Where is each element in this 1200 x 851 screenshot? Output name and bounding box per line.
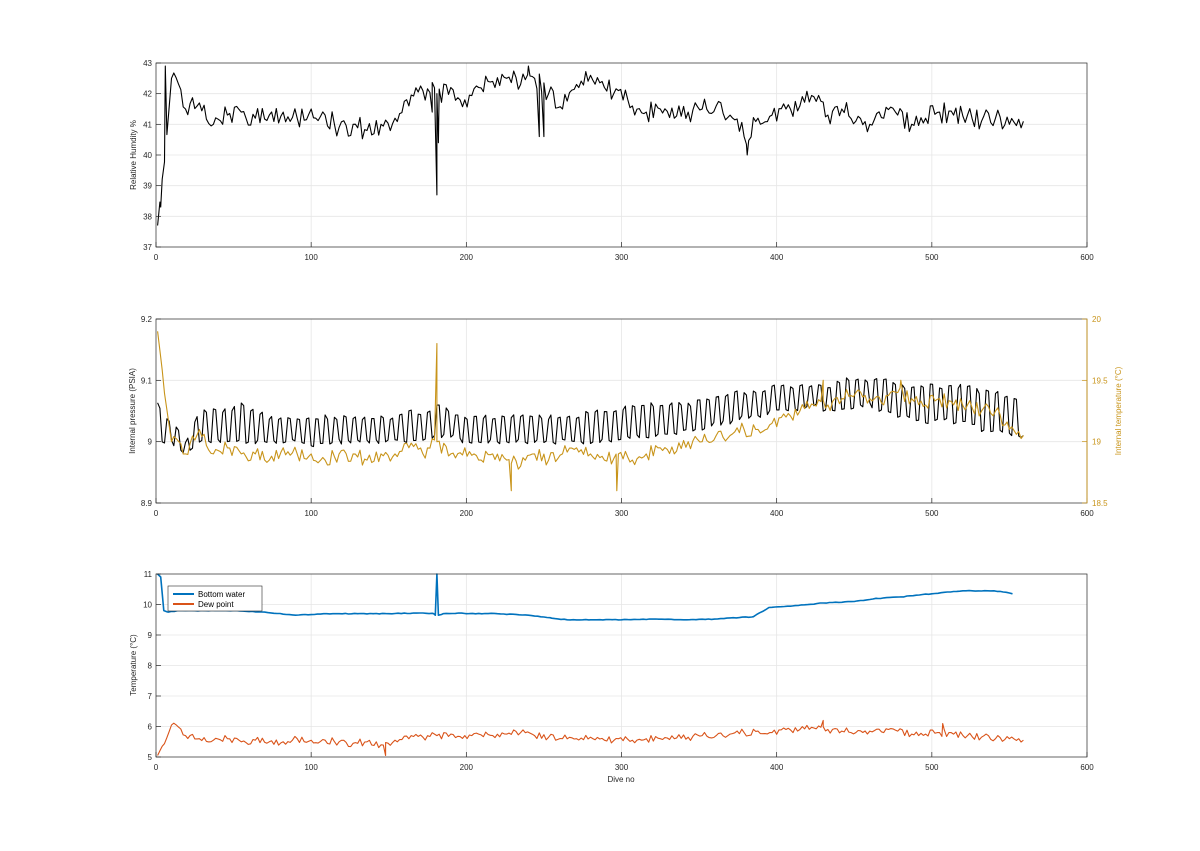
y-tick-label: 37 xyxy=(143,243,152,252)
legend-label-bottom-water: Bottom water xyxy=(198,590,245,599)
y-tick-label: 39 xyxy=(143,182,152,191)
y-tick-label: 8.9 xyxy=(141,499,153,508)
x-tick-label: 300 xyxy=(615,509,629,518)
right-y-tick-label: 18.5 xyxy=(1092,499,1108,508)
x-tick-label: 200 xyxy=(460,763,474,772)
x-tick-label: 500 xyxy=(925,763,939,772)
right-y-tick-label: 19.5 xyxy=(1092,376,1108,385)
x-tick-label: 200 xyxy=(460,253,474,262)
series-line-bottom xyxy=(157,573,1013,621)
y-tick-label: 9 xyxy=(148,438,153,447)
series-line-humidity xyxy=(157,65,1024,226)
x-tick-label: 600 xyxy=(1080,763,1094,772)
y-tick-label: 42 xyxy=(143,90,152,99)
y-tick-label: 43 xyxy=(143,59,152,68)
y-tick-label: 6 xyxy=(148,723,153,732)
x-tick-label: 200 xyxy=(460,509,474,518)
series-line-dew xyxy=(157,719,1024,757)
series-line-temperature xyxy=(157,331,1024,492)
series-layer xyxy=(157,331,1024,492)
temperature-y-axis-label: Temperature (°C) xyxy=(129,634,138,696)
y-tick-label: 40 xyxy=(143,151,152,160)
x-tick-label: 300 xyxy=(615,253,629,262)
y-tick-label: 9.2 xyxy=(141,315,153,324)
series-layer xyxy=(157,65,1024,226)
x-axis-label: Dive no xyxy=(607,775,635,784)
y-tick-label: 41 xyxy=(143,120,152,129)
y-tick-label: 9 xyxy=(148,631,153,640)
x-tick-label: 600 xyxy=(1080,253,1094,262)
series-layer xyxy=(157,573,1024,757)
pressure-temperature-chart: Internal pressure (PSIA) Internal temper… xyxy=(128,315,1123,518)
x-tick-label: 400 xyxy=(770,253,784,262)
x-tick-label: 400 xyxy=(770,509,784,518)
y-tick-label: 38 xyxy=(143,212,152,221)
grid xyxy=(156,63,1087,247)
x-tick-label: 600 xyxy=(1080,509,1094,518)
y-tick-label: 7 xyxy=(148,692,153,701)
y-tick-label: 10 xyxy=(143,601,152,610)
x-tick-label: 100 xyxy=(304,253,318,262)
temperature-chart: Temperature (°C) Dive no Bottom water De… xyxy=(129,570,1094,784)
x-tick-label: 400 xyxy=(770,763,784,772)
x-tick-label: 500 xyxy=(925,509,939,518)
x-tick-label: 500 xyxy=(925,253,939,262)
legend: Bottom water Dew point xyxy=(167,585,263,612)
grid xyxy=(156,574,1087,757)
x-tick-label: 0 xyxy=(154,253,159,262)
right-y-tick-label: 19 xyxy=(1092,438,1101,447)
pressure-y-axis-label: Internal pressure (PSIA) xyxy=(128,368,137,454)
legend-box xyxy=(167,585,263,612)
x-tick-label: 0 xyxy=(154,509,159,518)
x-tick-label: 300 xyxy=(615,763,629,772)
right-y-tick-label: 20 xyxy=(1092,315,1101,324)
y-tick-label: 9.1 xyxy=(141,376,153,385)
y-tick-label: 11 xyxy=(144,570,153,579)
x-tick-label: 0 xyxy=(154,763,159,772)
series-line-pressure xyxy=(157,377,1024,454)
x-tick-label: 100 xyxy=(304,509,318,518)
legend-label-dew-point: Dew point xyxy=(198,600,234,609)
y-tick-label: 5 xyxy=(148,753,153,762)
humidity-y-axis-label: Relative Humdity % xyxy=(129,120,138,190)
humidity-chart: Relative Humdity % 0 100 200 300 400 500 600 37… xyxy=(129,59,1094,262)
x-tick-label: 100 xyxy=(304,763,318,772)
y-tick-label: 8 xyxy=(148,662,153,671)
internal-temperature-y-axis-label: Internal temperature (°C) xyxy=(1114,366,1123,455)
